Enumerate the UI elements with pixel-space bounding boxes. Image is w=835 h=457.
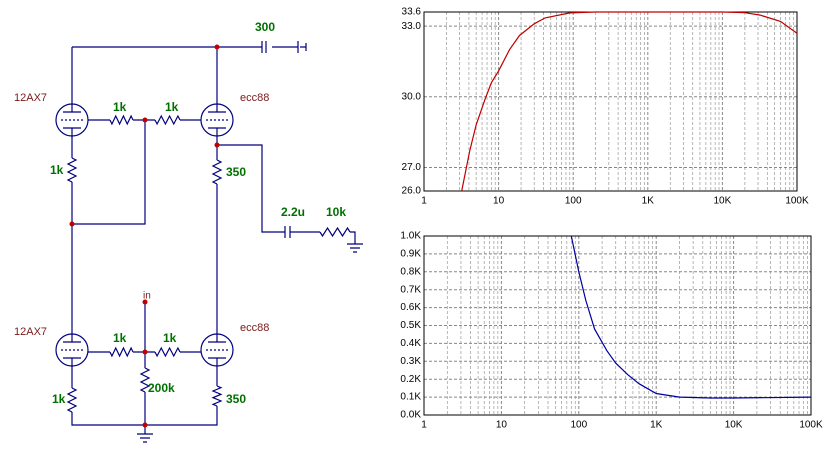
x-tick-label: 10 xyxy=(493,196,505,207)
tube-name: ecc88 xyxy=(240,92,269,104)
y-tick-label: 0.9K xyxy=(400,249,421,260)
label: 350 xyxy=(226,392,246,406)
label: 1k xyxy=(163,331,177,345)
chart: 1 10 100 1K 10K 100K 0.0K 0.1K 0.2K 0.3K 0.4K 0.5K 0… xyxy=(400,231,823,431)
tube-element xyxy=(208,104,226,136)
label: 350 xyxy=(226,165,246,179)
label: 1k xyxy=(165,100,179,114)
y-tick-label: 0.0K xyxy=(400,410,421,421)
y-tick-label: 0.2K xyxy=(400,374,421,385)
y-tick-label: 26.0 xyxy=(402,186,422,197)
plot-area xyxy=(423,235,812,416)
label: 1k xyxy=(113,331,127,345)
plot-border xyxy=(423,235,812,416)
y-tick-label: 0.8K xyxy=(400,266,421,277)
chart: 1 10 100 1K 10K 100K 26.0 27.0 30.0 33.0 33.6 xyxy=(402,7,809,207)
resistor xyxy=(109,114,134,126)
y-tick-label: 0.4K xyxy=(400,338,421,349)
label: 10k xyxy=(326,205,346,219)
y-tick-label: 0.5K xyxy=(400,320,421,331)
label: 300 xyxy=(255,20,275,34)
resistor xyxy=(211,385,223,407)
x-tick-label: 10K xyxy=(714,196,732,207)
x-tick-label: 10 xyxy=(496,420,508,431)
resistor xyxy=(66,157,78,183)
x-tick-label: 1K xyxy=(642,196,655,207)
node xyxy=(142,117,148,123)
y-tick-label: 0.7K xyxy=(400,284,421,295)
line-series xyxy=(570,235,812,399)
y-tick-label: 0.1K xyxy=(400,392,421,403)
resistor xyxy=(154,346,181,358)
x-tick-label: 100K xyxy=(799,420,823,431)
node xyxy=(142,422,148,428)
y-tick-label: 27.0 xyxy=(402,162,422,173)
resistor xyxy=(211,159,223,185)
y-tick-label: 33.6 xyxy=(402,7,422,18)
capacitor xyxy=(261,41,291,238)
tube-element xyxy=(208,334,226,366)
y-tick-label: 33.0 xyxy=(402,21,422,32)
label: 1k xyxy=(113,100,127,114)
battery xyxy=(297,41,307,53)
node xyxy=(69,221,75,227)
label: 200k xyxy=(148,381,175,395)
line-series xyxy=(461,11,798,192)
x-tick-label: 100K xyxy=(785,196,809,207)
node xyxy=(214,142,220,148)
label: 2.2u xyxy=(281,205,305,219)
node xyxy=(142,349,148,355)
x-tick-label: 1K xyxy=(650,420,663,431)
label: 1k xyxy=(52,392,66,406)
x-tick-label: 100 xyxy=(565,196,582,207)
node xyxy=(214,44,220,50)
resistor xyxy=(66,387,78,413)
resistor xyxy=(154,114,181,126)
tube-name: ecc88 xyxy=(240,322,269,334)
y-tick-label: 30.0 xyxy=(402,91,422,102)
resistor xyxy=(139,367,151,393)
y-tick-label: 0.3K xyxy=(400,356,421,367)
x-tick-label: 1 xyxy=(421,420,427,431)
label: 1k xyxy=(50,163,64,177)
x-tick-label: 1 xyxy=(421,196,427,207)
x-tick-label: 100 xyxy=(570,420,587,431)
plot-area xyxy=(423,11,798,192)
label: in xyxy=(143,291,151,302)
y-tick-label: 1.0K xyxy=(400,231,421,242)
resistor xyxy=(109,346,134,358)
tube-name: 12AX7 xyxy=(14,92,47,104)
tube-name: 12AX7 xyxy=(14,326,47,338)
y-tick-label: 0.6K xyxy=(400,302,421,313)
ground xyxy=(137,243,363,443)
tube-element xyxy=(63,104,81,136)
schematic: 300 12AX7 1k 1k ecc88 1k 350 2.2u 10k in… xyxy=(14,20,363,443)
node xyxy=(142,299,148,305)
resistor xyxy=(319,226,351,238)
tube-element xyxy=(63,334,81,366)
x-tick-label: 10K xyxy=(725,420,743,431)
